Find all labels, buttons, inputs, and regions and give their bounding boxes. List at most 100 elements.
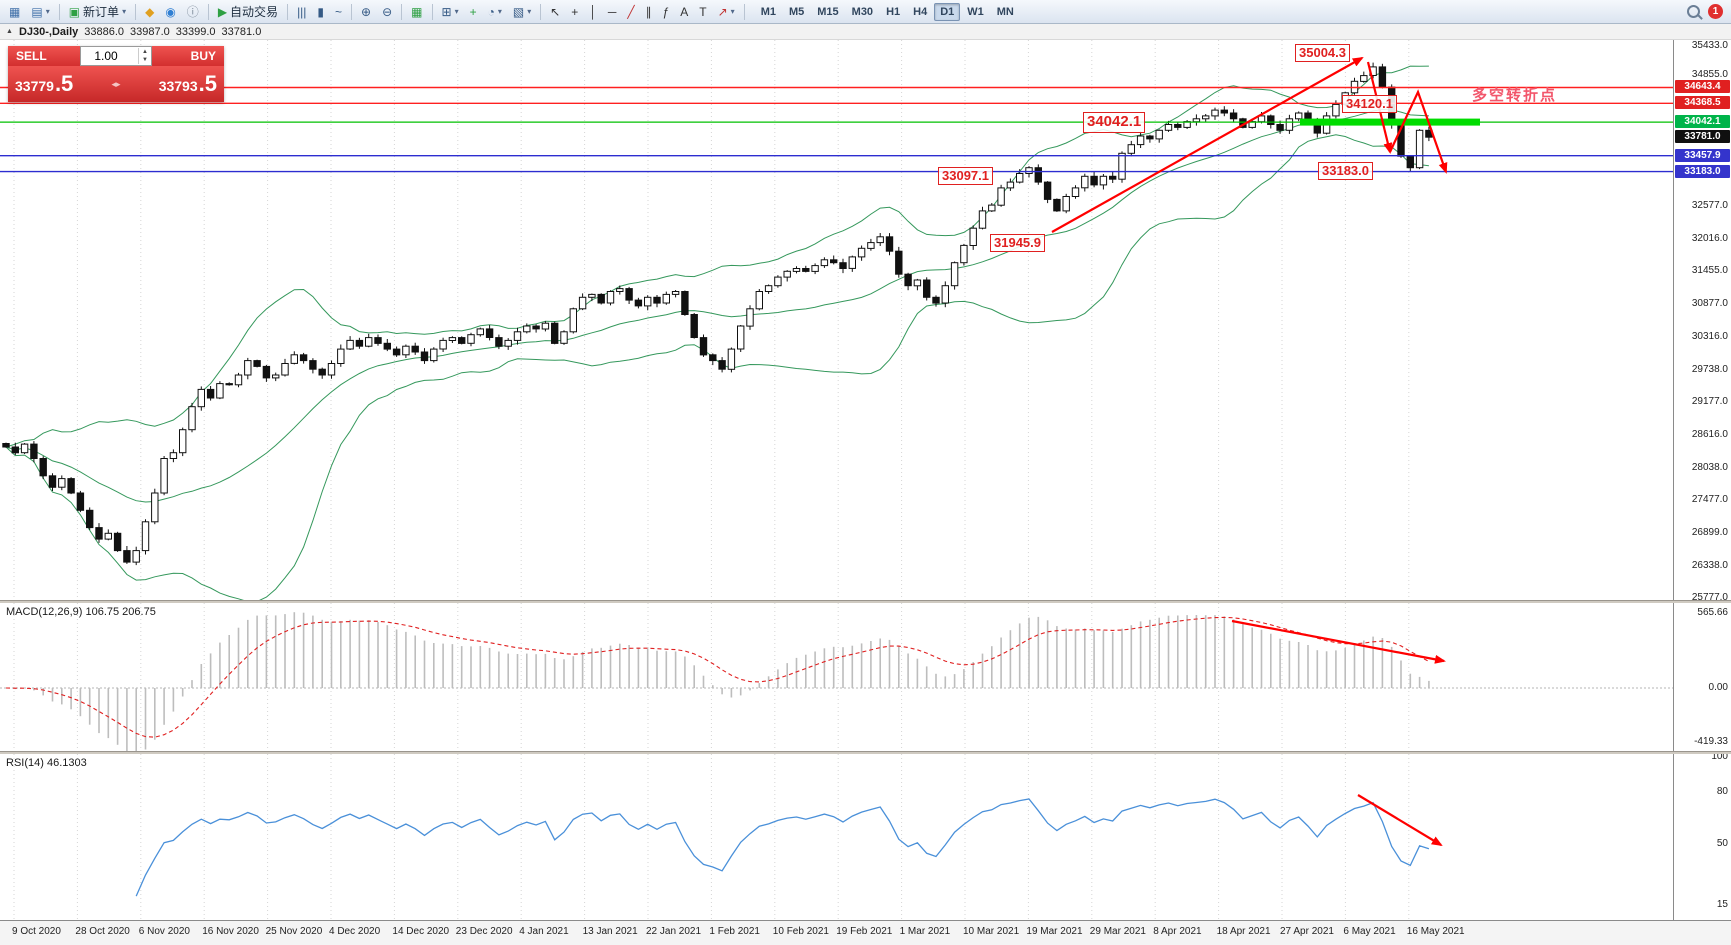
new-chart-button[interactable]: ▦ [4,1,25,23]
templates-button-caret-icon: ▾ [527,7,532,16]
volume-box: ▲ ▼ [80,46,152,66]
timeframe-M5[interactable]: M5 [788,5,805,18]
ohlc-low: 33399.0 [175,25,216,38]
buy-price[interactable]: 33793.5 [158,71,217,96]
bollinger-bands [5,65,1429,600]
date-label: 8 Apr 2021 [1153,926,1202,937]
price-tick: 26899.0 [1691,527,1728,539]
search-icon[interactable] [1687,5,1700,18]
tile-windows-button[interactable]: ▦ [406,1,427,23]
zoom-in-button[interactable]: ⊕ [356,1,376,23]
buy-button[interactable]: BUY [152,46,224,66]
zoom-in-button-glyph: ⊕ [361,4,372,19]
vertical-line-button-glyph: │ [589,4,597,19]
notification-badge[interactable]: 1 [1708,4,1723,19]
autotrading-button[interactable]: ▶ 自动交易 [213,1,283,23]
candlestick-chart-button[interactable]: ▮ [312,1,329,23]
arrows-button[interactable]: ↗ ▾ [713,1,740,23]
help-icon[interactable]: ⓘ [182,1,204,23]
vertical-line-button[interactable]: │ [584,1,602,23]
date-label: 6 Nov 2020 [138,926,190,937]
timeframe-W1[interactable]: W1 [967,5,984,18]
text-button[interactable]: A [675,1,693,23]
community-icon[interactable]: ◉ [160,1,180,23]
macd-scale-zero: 0.00 [1708,682,1728,693]
support-band [1300,118,1480,126]
channel-button-glyph: ∥ [645,4,652,19]
timeframe-M15[interactable]: M15 [817,5,839,18]
bars-chart-button[interactable]: ||| [292,1,311,23]
new-order-button-caret-icon: ▾ [122,7,127,16]
date-label: 29 Mar 2021 [1089,926,1146,937]
main-chart-canvas[interactable]: SELL ▲ ▼ BUY 33779.5 ◂▸ 33793.5 [0,40,1673,600]
macd-svg [0,603,1673,751]
zoom-out-button[interactable]: ⊖ [377,1,397,23]
date-label: 4 Jan 2021 [519,926,569,937]
sell-button[interactable]: SELL [8,46,80,66]
price-tick: 30316.0 [1691,330,1728,342]
volume-increase-button[interactable]: ▲ [138,48,151,56]
timeframe-H1[interactable]: H1 [886,5,901,18]
cursor-button[interactable]: ↖ [545,1,565,23]
price-tick: 28616.0 [1691,428,1728,440]
price-annotation-35004.3[interactable]: 35004.3 [1295,44,1350,63]
profiles-button-glyph: ▤ [31,4,43,19]
indicators-button[interactable]: + [465,1,482,23]
profiles-button[interactable]: ▤ ▾ [26,1,54,23]
profiles-button-caret-icon: ▾ [45,7,50,16]
timeframe-H4[interactable]: H4 [913,5,928,18]
periods-button[interactable]: ◔ ▾ [483,1,507,23]
cursor-button-glyph: ↖ [550,4,561,19]
timeframe-M30[interactable]: M30 [851,5,874,18]
trendline-button[interactable]: ╱ [622,1,639,23]
fibonacci-button[interactable]: ƒ [658,1,675,23]
price-scale[interactable]: 35433.0 34855.0 32577.0 32016.0 31455.0 30877… [1673,40,1731,920]
date-label: 16 Nov 2020 [202,926,259,937]
channel-button[interactable]: ∥ [641,1,657,23]
rsi-indicator-panel[interactable]: RSI(14) 46.1303 [0,754,1673,920]
tile-windows-button-glyph: ▦ [411,4,423,19]
price-annotation-33097.1[interactable]: 33097.1 [938,167,993,186]
line-chart-button[interactable]: ~ [330,1,347,23]
price-chart-svg [0,40,1673,600]
rsi-svg [13,754,1443,920]
price-annotation-31945.9[interactable]: 31945.9 [990,234,1045,253]
ohlc-close: 33781.0 [221,25,262,38]
price-tick: 31455.0 [1691,265,1728,277]
timeframe-D1[interactable]: D1 [934,2,961,21]
date-label: 27 Apr 2021 [1280,926,1334,937]
timeframe-M1[interactable]: M1 [760,5,776,18]
panel-splitter-macd[interactable] [0,600,1731,603]
periods-button-glyph: ◔ [487,4,495,19]
volume-decrease-button[interactable]: ▼ [138,56,151,64]
templates-button[interactable]: ▧ ▾ [508,1,536,23]
price-annotation-33183.0[interactable]: 33183.0 [1318,162,1373,181]
ohlc-high: 33987.0 [130,25,170,38]
text-label-button[interactable]: T [694,1,711,23]
new-window-button[interactable]: ⊞ ▾ [437,1,464,23]
expand-icon[interactable]: ▲ [6,28,13,35]
crosshair-button[interactable]: + [566,1,583,23]
macd-indicator-panel[interactable]: MACD(12,26,9) 106.75 206.75 [0,603,1673,751]
date-label: 23 Dec 2020 [455,926,513,937]
price-annotation-34042.1[interactable]: 34042.1 [1083,112,1146,133]
sell-price[interactable]: 33779.5 [15,71,74,96]
date-label: 18 Apr 2021 [1216,926,1271,937]
turning-point-note[interactable]: 多空转折点 [1472,87,1558,104]
date-label: 28 Oct 2020 [75,926,130,937]
price-badge-33781.0: 33781.0 [1675,130,1730,144]
chart-title-bar: ▲ DJ30-,Daily 33886.0 33987.0 33399.0 33… [0,24,1731,40]
date-label: 10 Feb 2021 [772,926,829,937]
volume-input[interactable] [81,48,131,64]
templates-button-glyph: ▧ [512,4,525,19]
horizontal-line-button[interactable]: ─ [603,1,622,23]
alerts-icon[interactable]: ◆ [140,1,159,23]
panel-splitter-rsi[interactable] [0,751,1731,754]
new-order-button[interactable]: ▣ 新订单 ▾ [64,1,131,23]
price-annotation-34120.1[interactable]: 34120.1 [1342,95,1397,114]
timeframe-MN[interactable]: MN [996,5,1014,18]
grid-lines [13,40,1410,600]
date-axis[interactable]: 9 Oct 2020 28 Oct 2020 6 Nov 2020 16 Nov 20… [0,920,1731,945]
price-badge-33183.0: 33183.0 [1675,164,1730,178]
